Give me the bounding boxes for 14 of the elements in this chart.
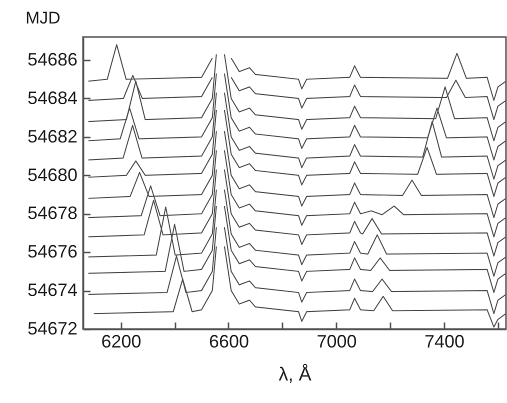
y-axis-title: MJD (26, 8, 60, 28)
y-tick-label: 54672 (27, 318, 78, 338)
y-tick-label: 54676 (27, 242, 78, 262)
y-tick-label: 54680 (27, 164, 78, 185)
x-tick-label: 6600 (208, 332, 250, 352)
x-tick-label: 7000 (316, 332, 357, 352)
x-axis-title: λ, Å (278, 364, 312, 386)
y-tick-label: 54686 (27, 50, 78, 70)
y-tick-label: 54682 (27, 126, 78, 146)
x-tick-label: 6200 (101, 332, 142, 352)
x-tick-label: 7400 (424, 332, 465, 352)
y-tick-label: 54674 (27, 280, 78, 300)
y-tick-label: 54678 (27, 203, 78, 224)
y-tick-label: 54684 (27, 88, 78, 108)
